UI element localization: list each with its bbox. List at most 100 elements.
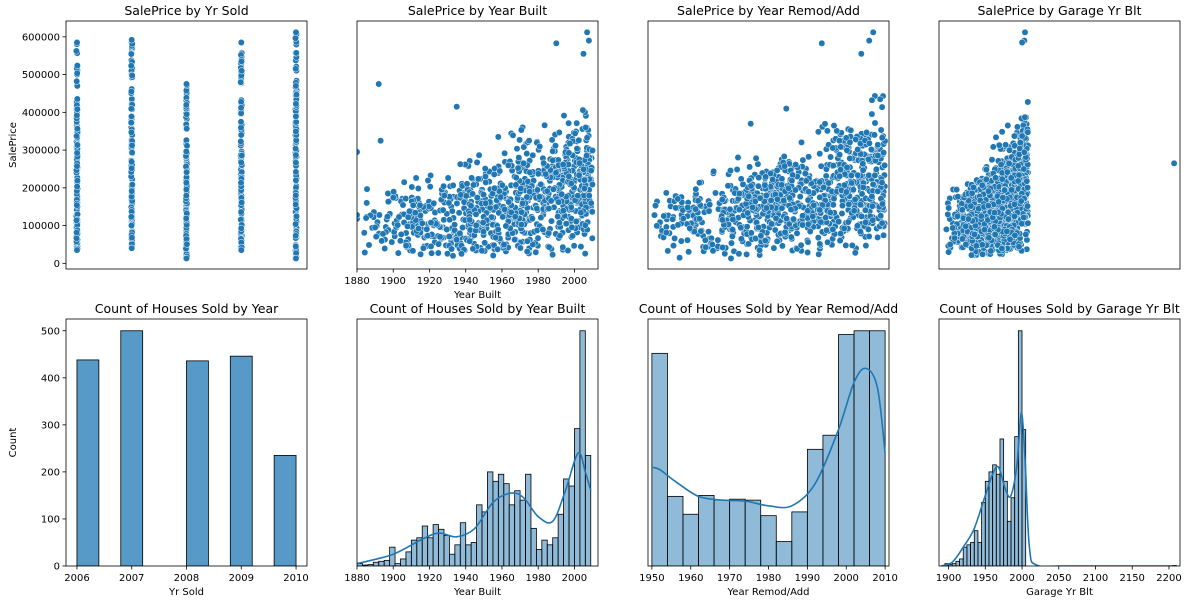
histogram-bar — [1010, 497, 1016, 566]
scatter-point — [869, 216, 877, 224]
histogram-bar — [966, 544, 971, 566]
scatter-point — [865, 232, 873, 240]
scatter-point — [847, 171, 855, 179]
scatter-point — [679, 215, 687, 223]
scatter-point — [978, 241, 986, 249]
scatter-point — [545, 229, 553, 237]
scatter-point — [555, 129, 563, 136]
scatter-point — [451, 221, 459, 229]
scatter-point — [847, 126, 855, 134]
scatter-point — [1003, 227, 1011, 235]
scatter-point — [547, 197, 555, 205]
scatter-point — [787, 206, 795, 213]
scatter-point — [434, 249, 442, 257]
scatter-point — [692, 205, 700, 213]
scatter-point — [995, 198, 1003, 206]
scatter-point — [293, 212, 300, 220]
scatter-point — [754, 182, 762, 190]
scatter-point — [685, 248, 693, 256]
scatter-point — [998, 175, 1006, 183]
histogram-bar — [372, 561, 380, 566]
chart-title: Count of Houses Sold by Year Built — [370, 301, 586, 316]
scatter-point — [852, 136, 860, 143]
scatter-point — [1020, 148, 1028, 156]
scatter-point — [1021, 28, 1029, 36]
scatter-point — [778, 204, 786, 212]
scatter-point — [773, 237, 781, 245]
scatter-point — [788, 177, 796, 185]
scatter-point — [567, 180, 575, 188]
scatter-point — [490, 170, 498, 178]
scatter-point — [575, 136, 583, 144]
scatter-point — [292, 168, 300, 176]
scatter-point — [879, 200, 886, 208]
scatter-point — [579, 106, 587, 114]
scatter-point — [982, 175, 990, 183]
scatter-point — [417, 250, 425, 258]
scatter-point — [588, 208, 596, 216]
scatter-point — [517, 185, 525, 192]
scatter-point — [967, 202, 975, 210]
scatter-point — [686, 224, 694, 232]
scatter-point — [838, 210, 846, 217]
scatter-point — [837, 166, 845, 174]
scatter-point — [482, 199, 490, 207]
scatter-point — [549, 156, 557, 164]
x-tick-label: 2000 — [562, 276, 587, 287]
scatter-point — [577, 209, 585, 217]
scatter-point — [743, 223, 751, 231]
scatter-point — [802, 177, 810, 185]
scatter-point — [183, 168, 191, 176]
scatter-point — [512, 181, 520, 189]
scatter-point — [752, 154, 760, 162]
x-axis-label: Year Remod/Add — [727, 587, 810, 598]
scatter-point — [1011, 200, 1018, 208]
scatter-point — [456, 229, 464, 237]
x-tick-label: 2010 — [872, 573, 897, 584]
histogram-bar — [869, 330, 886, 566]
scatter-point — [559, 243, 567, 251]
scatter-point — [182, 101, 190, 109]
scatter-point — [237, 78, 245, 86]
y-tick-label: 200000 — [22, 183, 60, 194]
scatter-point — [694, 197, 702, 205]
scatter-point — [721, 250, 729, 258]
plot-area — [357, 28, 596, 260]
scatter-point — [480, 191, 487, 199]
scatter-point — [577, 243, 585, 251]
scatter-point — [371, 224, 379, 231]
scatter-point — [362, 214, 370, 222]
scatter-point — [791, 186, 799, 194]
histogram-bar — [995, 473, 1001, 566]
scatter-point — [874, 152, 882, 159]
scatter-point — [539, 226, 547, 234]
scatter-point — [842, 188, 850, 196]
scatter-point — [874, 233, 882, 241]
scatter-point — [537, 214, 545, 222]
x-tick-label: 1920 — [417, 276, 442, 287]
scatter-point — [388, 238, 396, 246]
histogram-bar — [999, 438, 1005, 566]
scatter-point — [540, 159, 548, 167]
scatter-point — [1020, 165, 1028, 173]
x-tick-label: 1980 — [756, 573, 781, 584]
scatter-point — [445, 199, 453, 207]
scatter-point — [728, 239, 735, 247]
kde-line — [940, 412, 1173, 566]
scatter-point — [400, 178, 408, 186]
y-tick-label: 0 — [54, 562, 60, 573]
scatter-point — [463, 180, 471, 188]
scatter-point — [843, 163, 851, 171]
scatter-point — [554, 213, 562, 220]
scatter-point — [669, 215, 677, 223]
scatter-point — [829, 144, 837, 152]
scatter-point — [482, 178, 490, 186]
scatter-point — [496, 167, 504, 175]
scatter-point — [946, 241, 954, 248]
chart-title: Count of Houses Sold by Year Remod/Add — [639, 301, 898, 316]
scatter-point — [805, 188, 813, 196]
x-tick-label: 2010 — [283, 573, 308, 584]
scatter-point — [419, 244, 427, 252]
scatter-point — [868, 192, 876, 200]
